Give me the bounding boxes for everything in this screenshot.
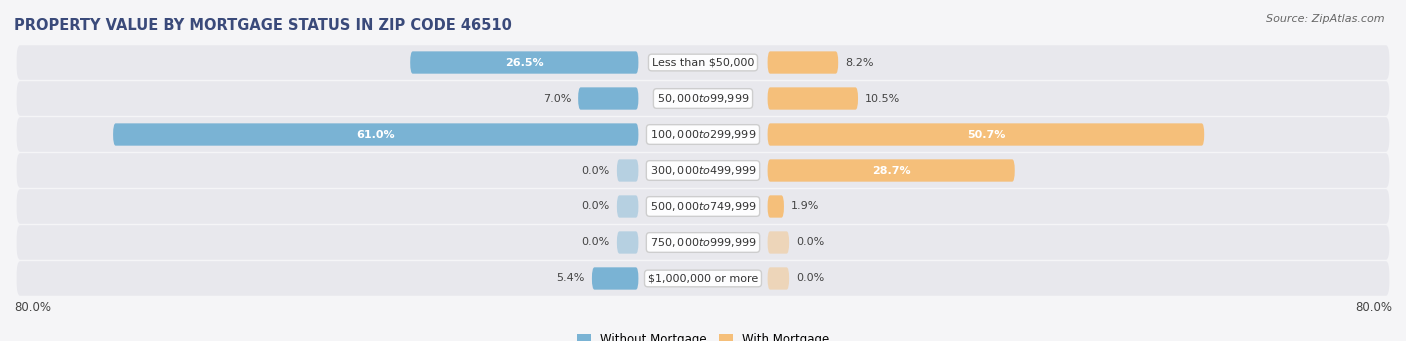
Text: 26.5%: 26.5% — [505, 58, 544, 68]
Text: 80.0%: 80.0% — [14, 301, 51, 314]
FancyBboxPatch shape — [768, 231, 789, 254]
Text: 7.0%: 7.0% — [543, 93, 571, 104]
FancyBboxPatch shape — [17, 45, 1389, 80]
FancyBboxPatch shape — [768, 159, 1015, 182]
Text: $500,000 to $749,999: $500,000 to $749,999 — [650, 200, 756, 213]
Text: PROPERTY VALUE BY MORTGAGE STATUS IN ZIP CODE 46510: PROPERTY VALUE BY MORTGAGE STATUS IN ZIP… — [14, 18, 512, 33]
FancyBboxPatch shape — [578, 87, 638, 110]
FancyBboxPatch shape — [768, 87, 858, 110]
FancyBboxPatch shape — [617, 231, 638, 254]
Text: $50,000 to $99,999: $50,000 to $99,999 — [657, 92, 749, 105]
FancyBboxPatch shape — [768, 267, 789, 290]
Text: 0.0%: 0.0% — [582, 237, 610, 248]
FancyBboxPatch shape — [17, 261, 1389, 296]
Text: $750,000 to $999,999: $750,000 to $999,999 — [650, 236, 756, 249]
Text: Less than $50,000: Less than $50,000 — [652, 58, 754, 68]
FancyBboxPatch shape — [768, 51, 838, 74]
FancyBboxPatch shape — [617, 159, 638, 182]
Text: 61.0%: 61.0% — [357, 130, 395, 139]
FancyBboxPatch shape — [112, 123, 638, 146]
Text: $300,000 to $499,999: $300,000 to $499,999 — [650, 164, 756, 177]
Text: 1.9%: 1.9% — [790, 202, 820, 211]
FancyBboxPatch shape — [17, 225, 1389, 260]
FancyBboxPatch shape — [17, 81, 1389, 116]
Text: Source: ZipAtlas.com: Source: ZipAtlas.com — [1267, 14, 1385, 24]
Text: 8.2%: 8.2% — [845, 58, 873, 68]
Legend: Without Mortgage, With Mortgage: Without Mortgage, With Mortgage — [572, 329, 834, 341]
FancyBboxPatch shape — [17, 117, 1389, 152]
Text: 10.5%: 10.5% — [865, 93, 900, 104]
Text: 28.7%: 28.7% — [872, 165, 911, 176]
FancyBboxPatch shape — [768, 123, 1204, 146]
FancyBboxPatch shape — [17, 189, 1389, 224]
Text: $1,000,000 or more: $1,000,000 or more — [648, 273, 758, 283]
FancyBboxPatch shape — [617, 195, 638, 218]
Text: 0.0%: 0.0% — [582, 165, 610, 176]
Text: 0.0%: 0.0% — [796, 273, 824, 283]
Text: 0.0%: 0.0% — [796, 237, 824, 248]
Text: $100,000 to $299,999: $100,000 to $299,999 — [650, 128, 756, 141]
FancyBboxPatch shape — [17, 153, 1389, 188]
Text: 80.0%: 80.0% — [1355, 301, 1392, 314]
Text: 5.4%: 5.4% — [557, 273, 585, 283]
FancyBboxPatch shape — [411, 51, 638, 74]
Text: 0.0%: 0.0% — [582, 202, 610, 211]
FancyBboxPatch shape — [592, 267, 638, 290]
FancyBboxPatch shape — [768, 195, 785, 218]
Text: 50.7%: 50.7% — [967, 130, 1005, 139]
